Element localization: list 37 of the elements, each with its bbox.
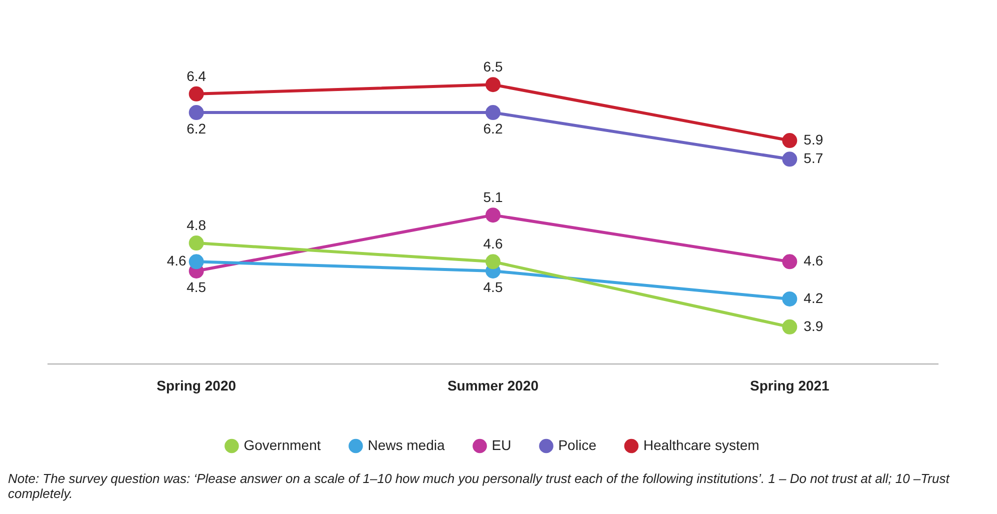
legend-label: News media (368, 436, 445, 453)
point (188, 236, 204, 251)
data-label: 6.2 (483, 120, 503, 136)
point (782, 319, 798, 334)
x-tick-label: Spring 2020 (156, 377, 236, 394)
legend-label: EU (492, 436, 512, 453)
point (188, 105, 204, 120)
data-label: 4.6 (483, 236, 503, 252)
point (188, 254, 204, 270)
point (782, 254, 798, 270)
data-label: 3.9 (804, 318, 824, 334)
point (486, 77, 500, 92)
data-label: 4.5 (186, 278, 206, 295)
x-tick-label: Summer 2020 (447, 377, 539, 394)
data-label: 5.1 (483, 188, 503, 205)
data-label: 4.6 (804, 252, 824, 269)
x-tick-label: Spring 2021 (750, 377, 830, 394)
point (486, 254, 500, 270)
data-label: 6.2 (186, 120, 206, 136)
legend-label: Police (558, 436, 597, 453)
text: Note: The survey question was: ‘Please answer on a scale of 1–10 how much you personally trust each of the following institutions’. 1 – Do not trust at all; 10 –Trust completely. (8, 471, 951, 501)
point (486, 208, 500, 223)
data-label: 4.2 (804, 290, 824, 306)
legend-label: Healthcare system (643, 436, 760, 453)
data-label: 6.5 (483, 58, 503, 74)
data-label: 4.5 (483, 278, 503, 295)
data-label: 4.8 (186, 216, 206, 233)
data-label: 5.7 (804, 150, 824, 166)
data-label: 5.9 (804, 131, 824, 148)
point (486, 105, 500, 120)
data-label: 6.4 (186, 68, 206, 84)
point (782, 291, 798, 306)
legend-label: Government (244, 436, 321, 453)
point (188, 86, 204, 102)
data-label: 4.6 (166, 252, 187, 269)
point (782, 152, 798, 167)
point (782, 133, 798, 148)
